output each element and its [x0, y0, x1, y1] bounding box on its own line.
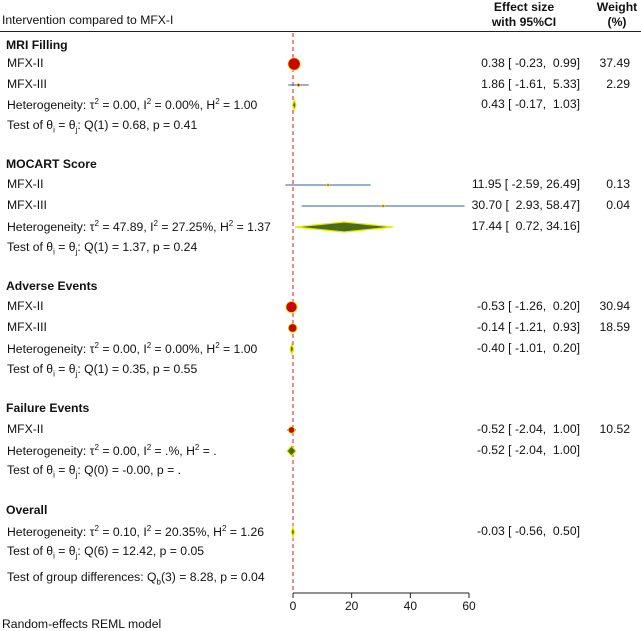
effect-size-header-line2: with 95%CI	[491, 15, 557, 29]
weight-header-line1: Weight	[596, 0, 638, 14]
effect-size-value: -0.53 [ -1.26, 0.20]	[477, 299, 580, 313]
weight-value: 30.94	[599, 299, 631, 313]
row-label-test: Test of θi = θj: Q(1) = 1.37, p = 0.24	[7, 240, 198, 257]
row-label-group: Adverse Events	[6, 279, 98, 293]
row-label-het: Heterogeneity: τ2 = 0.00, I2 = .%, H2 = …	[7, 443, 217, 459]
pooled-diamond	[289, 342, 295, 356]
row-label-het: Heterogeneity: τ2 = 0.00, I2 = 0.00%, H2…	[7, 341, 258, 357]
row-label-group: Overall	[6, 503, 48, 517]
x-axis-tick-label: 20	[345, 599, 359, 613]
x-axis-tick-label: 60	[462, 599, 476, 613]
effect-size-header-line1: Effect size	[493, 0, 555, 14]
effect-size-value: -0.03 [ -0.56, 0.50]	[477, 524, 580, 538]
study-marker	[381, 204, 385, 208]
row-label-het: Heterogeneity: τ2 = 0.10, I2 = 20.35%, H…	[7, 524, 265, 540]
column-header-intervention: Intervention compared to MFX-I	[2, 13, 174, 27]
study-marker	[287, 426, 296, 434]
x-axis-tick-label: 0	[290, 599, 297, 613]
weight-value: 18.59	[599, 320, 631, 334]
header-divider	[0, 31, 641, 32]
row-label-test: Test of θi = θj: Q(1) = 0.68, p = 0.41	[7, 118, 198, 135]
study-marker	[287, 57, 301, 71]
pooled-diamond	[286, 445, 297, 457]
column-header-weight: Weight (%)	[594, 0, 640, 30]
column-header-effect-size: Effect size with 95%CI	[468, 0, 580, 30]
effect-size-value: -0.40 [ -1.01, 0.20]	[477, 341, 580, 355]
row-label-study: MFX-II	[7, 422, 44, 436]
row-label-test: Test of θi = θj: Q(1) = 0.35, p = 0.55	[7, 362, 198, 379]
row-label-study: MFX-III	[7, 198, 47, 212]
effect-size-value: -0.52 [ -2.04, 1.00]	[477, 422, 580, 436]
row-label-test: Test of θi = θj: Q(6) = 12.42, p = 0.05	[7, 544, 205, 561]
footnote: Random-effects REML model	[2, 617, 162, 631]
effect-size-value: 0.43 [ -0.17, 1.03]	[481, 97, 580, 111]
effect-size-value: -0.14 [ -1.21, 0.93]	[477, 320, 580, 334]
row-label-study: MFX-II	[7, 299, 44, 313]
study-marker	[287, 323, 298, 333]
study-marker	[285, 301, 298, 313]
row-label-group: Failure Events	[6, 401, 90, 415]
study-marker	[296, 83, 301, 87]
effect-size-value: 11.95 [ -2.59, 26.49]	[471, 177, 580, 191]
row-label-het: Heterogeneity: τ2 = 0.00, I2 = 0.00%, H2…	[7, 97, 258, 113]
weight-value: 10.52	[599, 422, 631, 436]
weight-value: 37.49	[599, 56, 631, 70]
row-label-het: Heterogeneity: τ2 = 47.89, I2 = 27.25%, …	[7, 219, 271, 235]
weight-value: 2.29	[606, 77, 630, 91]
row-label-group: MOCART Score	[6, 157, 97, 171]
effect-size-value: 17.44 [ 0.72, 34.16]	[471, 219, 580, 233]
x-axis-tick-label: 40	[404, 599, 418, 613]
effect-size-value: 1.86 [ -1.61, 5.33]	[481, 77, 580, 91]
effect-size-value: 30.70 [ 2.93, 58.47]	[471, 198, 580, 212]
row-label-study: MFX-III	[7, 77, 47, 91]
study-marker	[326, 183, 330, 187]
pooled-diamond	[290, 524, 296, 540]
row-label-study: MFX-II	[7, 177, 44, 191]
effect-size-value: -0.52 [ -2.04, 1.00]	[477, 443, 580, 457]
effect-size-value: 0.38 [ -0.23, 0.99]	[481, 56, 580, 70]
row-label-test: Test of θi = θj: Q(0) = -0.00, p = .	[7, 463, 181, 480]
pooled-diamond	[295, 221, 394, 233]
weight-value: 0.13	[606, 177, 630, 191]
row-label-study: MFX-III	[7, 320, 47, 334]
row-label-group: MRI Filling	[6, 38, 68, 52]
row-label-study: MFX-II	[7, 56, 44, 70]
row-label-test: Test of group differences: Qb(3) = 8.28,…	[7, 570, 265, 587]
weight-value: 0.04	[606, 198, 630, 212]
pooled-diamond	[291, 98, 297, 112]
weight-header-line2: (%)	[607, 15, 627, 29]
